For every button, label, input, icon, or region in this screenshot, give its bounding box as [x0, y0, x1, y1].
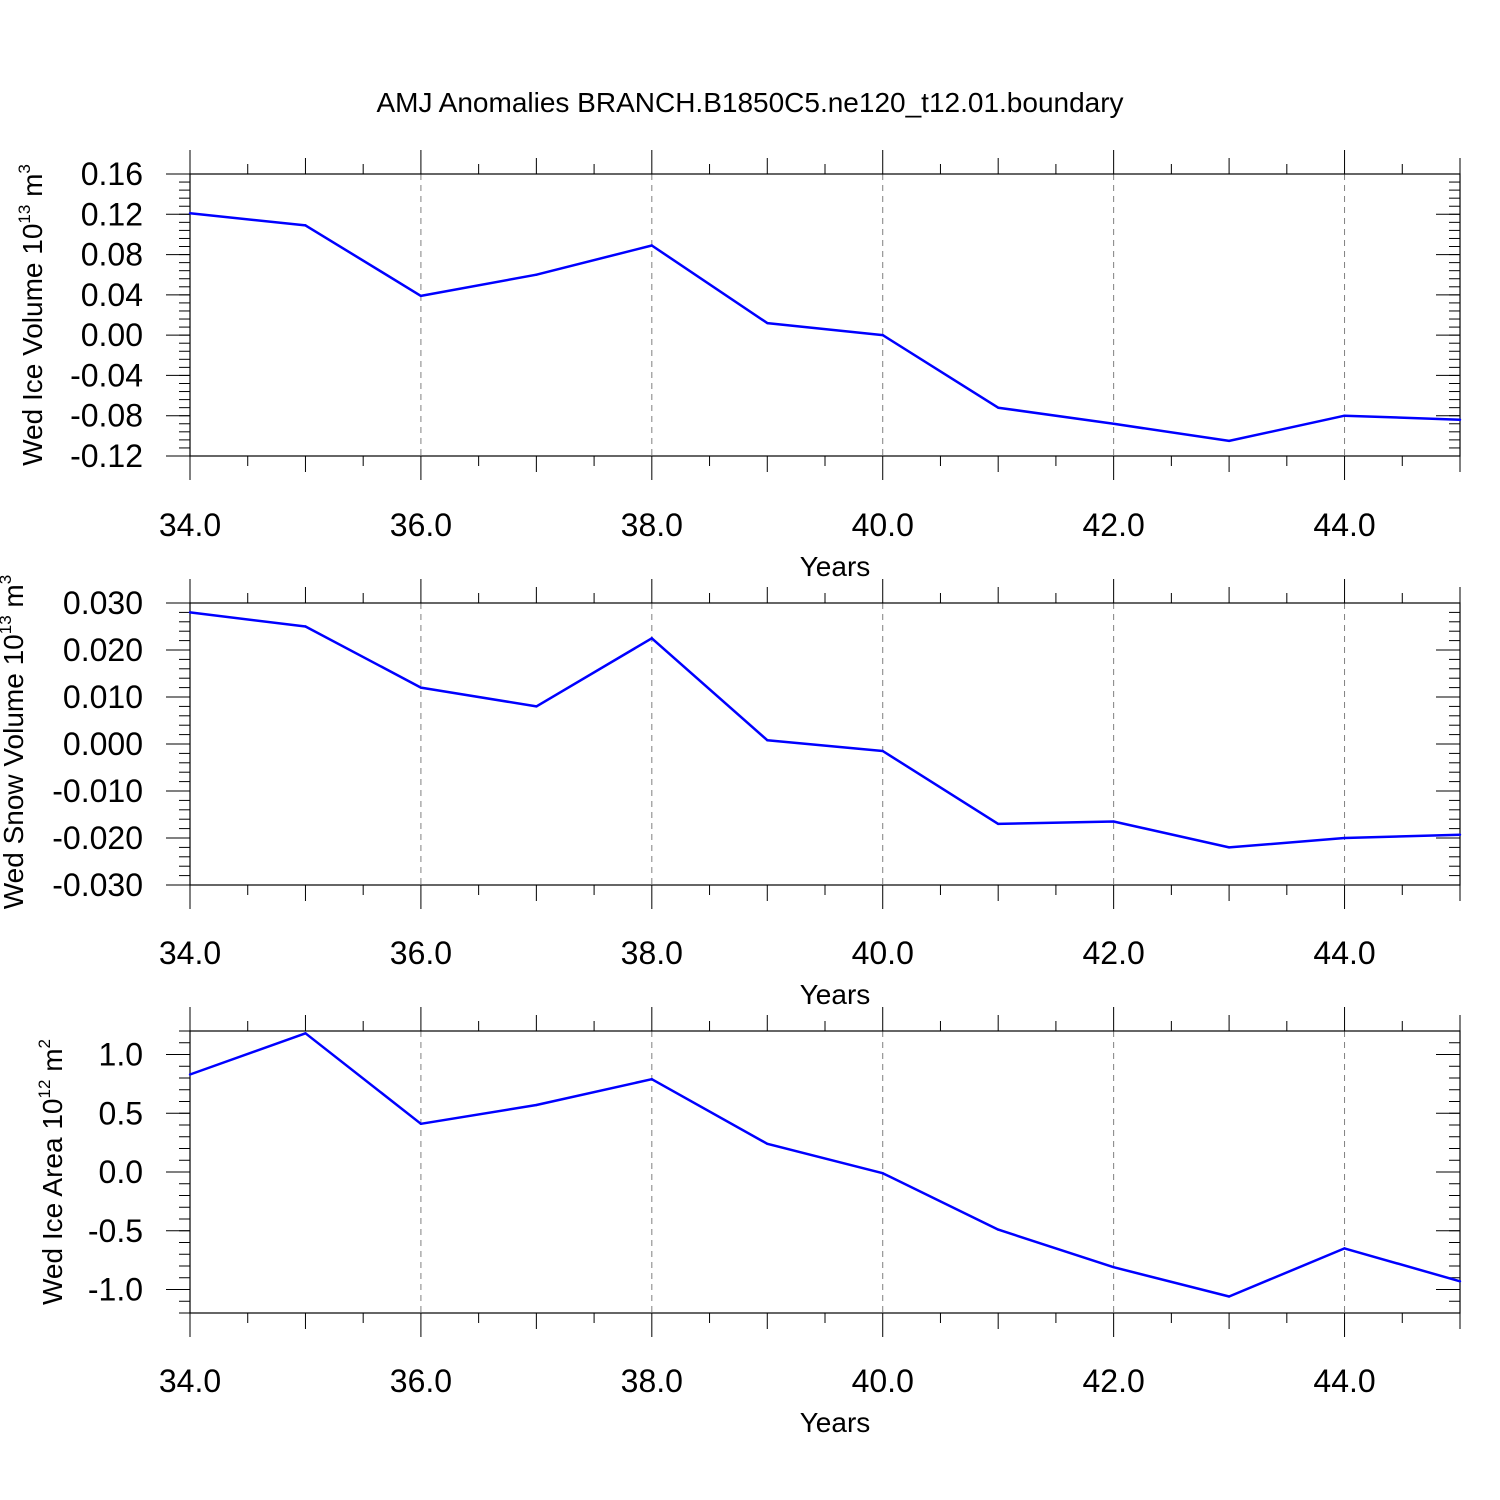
- data-point: [881, 1171, 884, 1175]
- data-point: [304, 625, 307, 628]
- y-tick-label: 0.08: [81, 237, 143, 273]
- data-point: [188, 1073, 192, 1076]
- y-axis-title: Wed Snow Volume 1013 m3: [0, 575, 29, 909]
- x-tick-label: 44.0: [1313, 507, 1375, 543]
- y-tick-label: 0.020: [63, 632, 143, 668]
- y-tick-label: -0.020: [52, 820, 143, 856]
- data-point: [1227, 846, 1231, 849]
- x-axis-title: Years: [800, 551, 871, 582]
- series-line: [189, 212, 1461, 443]
- y-tick-label: 0.0: [99, 1154, 143, 1190]
- x-tick-label: 44.0: [1313, 935, 1375, 971]
- x-tick-label: 40.0: [852, 935, 914, 971]
- x-axis-title: Years: [800, 979, 871, 1010]
- panel-1: 34.0 36.0 38.0 40.0 42.0 44.0 Years 0.16 0.12 0.0…: [15, 150, 1462, 582]
- data-point: [304, 1032, 307, 1035]
- data-point: [1112, 422, 1115, 425]
- x-tick-label: 42.0: [1082, 507, 1144, 543]
- y-tick-label: 0.00: [81, 317, 143, 353]
- y-tick-label: 0.16: [81, 156, 143, 192]
- data-point: [535, 1103, 538, 1107]
- data-point: [996, 1228, 1000, 1231]
- series-line: [189, 1032, 1461, 1298]
- data-point: [1343, 414, 1346, 417]
- y-tick-label: -0.08: [70, 398, 143, 434]
- y-tick-label: -0.030: [52, 867, 143, 903]
- x-tick-label: 38.0: [621, 507, 683, 543]
- data-point: [881, 333, 884, 337]
- chart-title: AMJ Anomalies BRANCH.B1850C5.ne120_t12.0…: [376, 87, 1123, 118]
- y-tick-label: 0.04: [81, 277, 143, 313]
- data-point: [304, 224, 307, 227]
- data-point: [1458, 833, 1462, 836]
- y-tick-label: 1.0: [99, 1037, 143, 1073]
- data-point: [1112, 1265, 1115, 1269]
- x-tick-label: 38.0: [621, 1363, 683, 1399]
- data-point: [1227, 1295, 1231, 1298]
- x-tick-label: 38.0: [621, 935, 683, 971]
- x-tick-label: 36.0: [390, 1363, 452, 1399]
- data-point: [1112, 820, 1115, 823]
- data-point: [1343, 836, 1346, 840]
- data-point: [650, 1077, 654, 1081]
- data-point: [881, 749, 884, 753]
- y-tick-label: 0.030: [63, 585, 143, 621]
- y-axis-title: Wed Ice Area 1012 m2: [35, 1039, 68, 1305]
- plot-frame: [189, 602, 1461, 886]
- y-tick-label: 0.010: [63, 679, 143, 715]
- y-tick-label: -0.5: [88, 1213, 143, 1249]
- series-line: [189, 611, 1461, 849]
- y-tick-label: 0.12: [81, 196, 143, 232]
- x-axis-title: Years: [800, 1407, 871, 1438]
- data-point: [766, 1142, 769, 1146]
- data-point: [766, 321, 769, 325]
- y-tick-label: -0.04: [70, 357, 143, 393]
- data-point: [535, 705, 538, 708]
- data-point: [419, 1122, 423, 1126]
- y-axis-title: Wed Ice Volume 1013 m3: [15, 164, 48, 466]
- x-tick-label: 36.0: [390, 507, 452, 543]
- x-tick-label: 44.0: [1313, 1363, 1375, 1399]
- x-tick-label: 42.0: [1082, 1363, 1144, 1399]
- data-point: [766, 739, 769, 742]
- x-tick-label: 40.0: [852, 507, 914, 543]
- x-tick-label: 34.0: [159, 1363, 221, 1399]
- plot-frame: [189, 1030, 1461, 1314]
- data-point: [1343, 1247, 1346, 1250]
- y-tick-label: 0.000: [63, 726, 143, 762]
- data-point: [419, 686, 423, 689]
- data-point: [188, 212, 192, 215]
- y-tick-label: 0.5: [99, 1095, 143, 1131]
- data-point: [535, 273, 538, 276]
- data-point: [996, 406, 1000, 409]
- data-point: [1458, 418, 1462, 421]
- data-point: [650, 244, 654, 247]
- data-point: [650, 637, 654, 640]
- data-point: [188, 611, 192, 614]
- y-tick-label: -0.010: [52, 773, 143, 809]
- x-tick-label: 40.0: [852, 1363, 914, 1399]
- data-point: [1458, 1280, 1462, 1283]
- x-tick-label: 42.0: [1082, 935, 1144, 971]
- y-tick-label: -1.0: [88, 1272, 143, 1308]
- y-tick-label: -0.12: [70, 438, 143, 474]
- x-tick-label: 36.0: [390, 935, 452, 971]
- panel-2: 34.0 36.0 38.0 40.0 42.0 44.0 Years 0.030 0.020 0…: [0, 575, 1462, 1010]
- x-tick-label: 34.0: [159, 935, 221, 971]
- data-point: [1227, 439, 1231, 443]
- panel-3: 34.0 36.0 38.0 40.0 42.0 44.0 Years 1.0 0.5 0.0 -0…: [35, 1007, 1462, 1438]
- data-point: [996, 822, 1000, 826]
- x-tick-label: 34.0: [159, 507, 221, 543]
- plot-frame: [189, 173, 1461, 457]
- data-point: [419, 294, 423, 298]
